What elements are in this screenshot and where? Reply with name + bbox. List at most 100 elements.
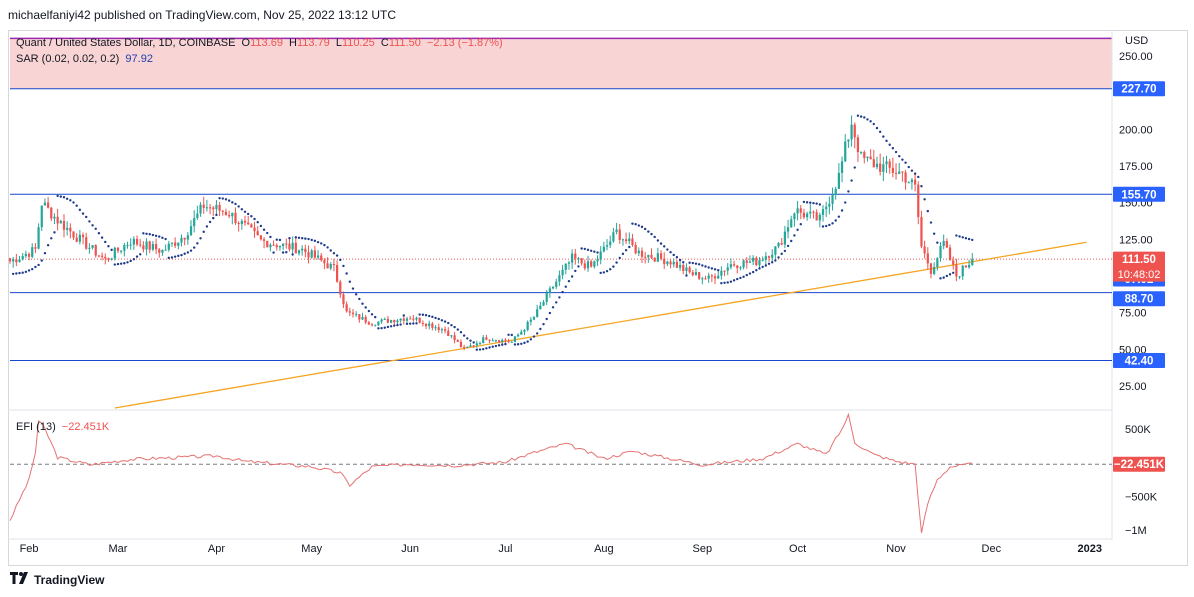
candle <box>577 258 580 260</box>
sar-dot <box>278 238 282 242</box>
sar-dot <box>647 230 650 233</box>
sar-dot <box>774 259 777 262</box>
candle <box>777 242 780 247</box>
candle <box>399 318 402 321</box>
sar-dot <box>250 215 253 218</box>
sar-dot <box>69 199 72 202</box>
candle <box>844 141 847 162</box>
candle <box>853 124 856 138</box>
candle <box>913 179 917 185</box>
candle <box>494 340 498 342</box>
candle <box>358 314 361 320</box>
candle <box>59 220 62 224</box>
sar-dot <box>783 249 787 253</box>
candle <box>34 247 37 249</box>
sar-dot <box>631 222 634 225</box>
chart-frame <box>8 30 1188 566</box>
candle <box>161 250 164 253</box>
sar-dot <box>529 338 533 341</box>
candle <box>644 256 647 258</box>
sar-dot <box>91 224 94 227</box>
trendline[interactable] <box>114 241 1087 409</box>
candle <box>85 237 88 249</box>
sar-dot <box>367 309 371 313</box>
tradingview-footer[interactable]: TradingView <box>10 572 104 587</box>
sar-dot <box>294 236 298 239</box>
candle <box>659 253 663 259</box>
sar-dot <box>586 248 590 252</box>
low-value: 110.25 <box>341 37 375 49</box>
sar-dot <box>316 240 320 244</box>
candle <box>894 172 898 174</box>
candle <box>104 256 107 259</box>
candle <box>545 292 548 302</box>
candle <box>618 229 621 240</box>
candle <box>310 250 313 258</box>
sar-dot <box>462 334 466 337</box>
sar-dot <box>469 339 472 342</box>
sar-dot <box>580 247 583 250</box>
candle <box>942 241 945 246</box>
candle <box>193 218 196 227</box>
sar-dot <box>948 273 952 276</box>
sar-dot <box>129 259 132 263</box>
sar-dot <box>85 215 88 219</box>
sar-dot <box>53 231 56 234</box>
candle <box>250 224 253 228</box>
price-tick-label: 175.00 <box>1119 161 1153 173</box>
sar-dot <box>46 243 50 247</box>
sar-dot <box>882 135 885 138</box>
sar-dot <box>158 235 161 238</box>
candle <box>955 264 958 277</box>
sar-dot <box>564 285 567 288</box>
candle <box>555 281 558 287</box>
sar-dot <box>929 221 933 224</box>
last-price-badge-subtext: 10:48:02 <box>1118 269 1161 281</box>
sar-dot <box>135 255 139 258</box>
sar-dot <box>777 256 780 259</box>
candle <box>389 320 393 323</box>
sar-dot <box>961 236 964 239</box>
candle <box>361 317 364 320</box>
candle <box>875 163 879 168</box>
sar-dot <box>952 271 955 274</box>
candle <box>177 242 180 246</box>
candle <box>640 250 644 257</box>
candle <box>91 245 94 248</box>
candle <box>497 340 501 343</box>
price-unit-label: USD <box>1125 35 1148 47</box>
candle <box>316 255 320 258</box>
candle <box>431 323 434 328</box>
efi-value: −22.451K <box>61 421 110 433</box>
sar-dot <box>100 236 104 239</box>
candle <box>742 260 745 268</box>
sar-dot <box>596 251 599 254</box>
sar-dot <box>256 221 259 224</box>
candle <box>780 242 783 245</box>
candle <box>628 238 631 242</box>
sar-dot <box>437 317 440 321</box>
candle <box>856 137 860 153</box>
candle <box>116 247 120 251</box>
sar-dot <box>837 215 841 218</box>
candle <box>850 124 853 140</box>
sar-dot <box>863 116 866 119</box>
sar-dot <box>504 342 507 346</box>
candle <box>12 259 15 262</box>
candle <box>53 216 56 219</box>
candle <box>145 241 148 250</box>
candle <box>170 242 174 244</box>
candle <box>510 341 513 343</box>
candle <box>428 323 431 327</box>
sar-dot <box>300 237 304 240</box>
candle <box>313 250 316 258</box>
sar-dot <box>875 126 879 130</box>
candle <box>456 340 459 342</box>
candle <box>948 247 952 261</box>
candle <box>590 261 593 267</box>
candle <box>135 238 139 245</box>
candle <box>542 301 545 306</box>
candle <box>412 318 415 320</box>
sar-dot <box>707 266 710 269</box>
